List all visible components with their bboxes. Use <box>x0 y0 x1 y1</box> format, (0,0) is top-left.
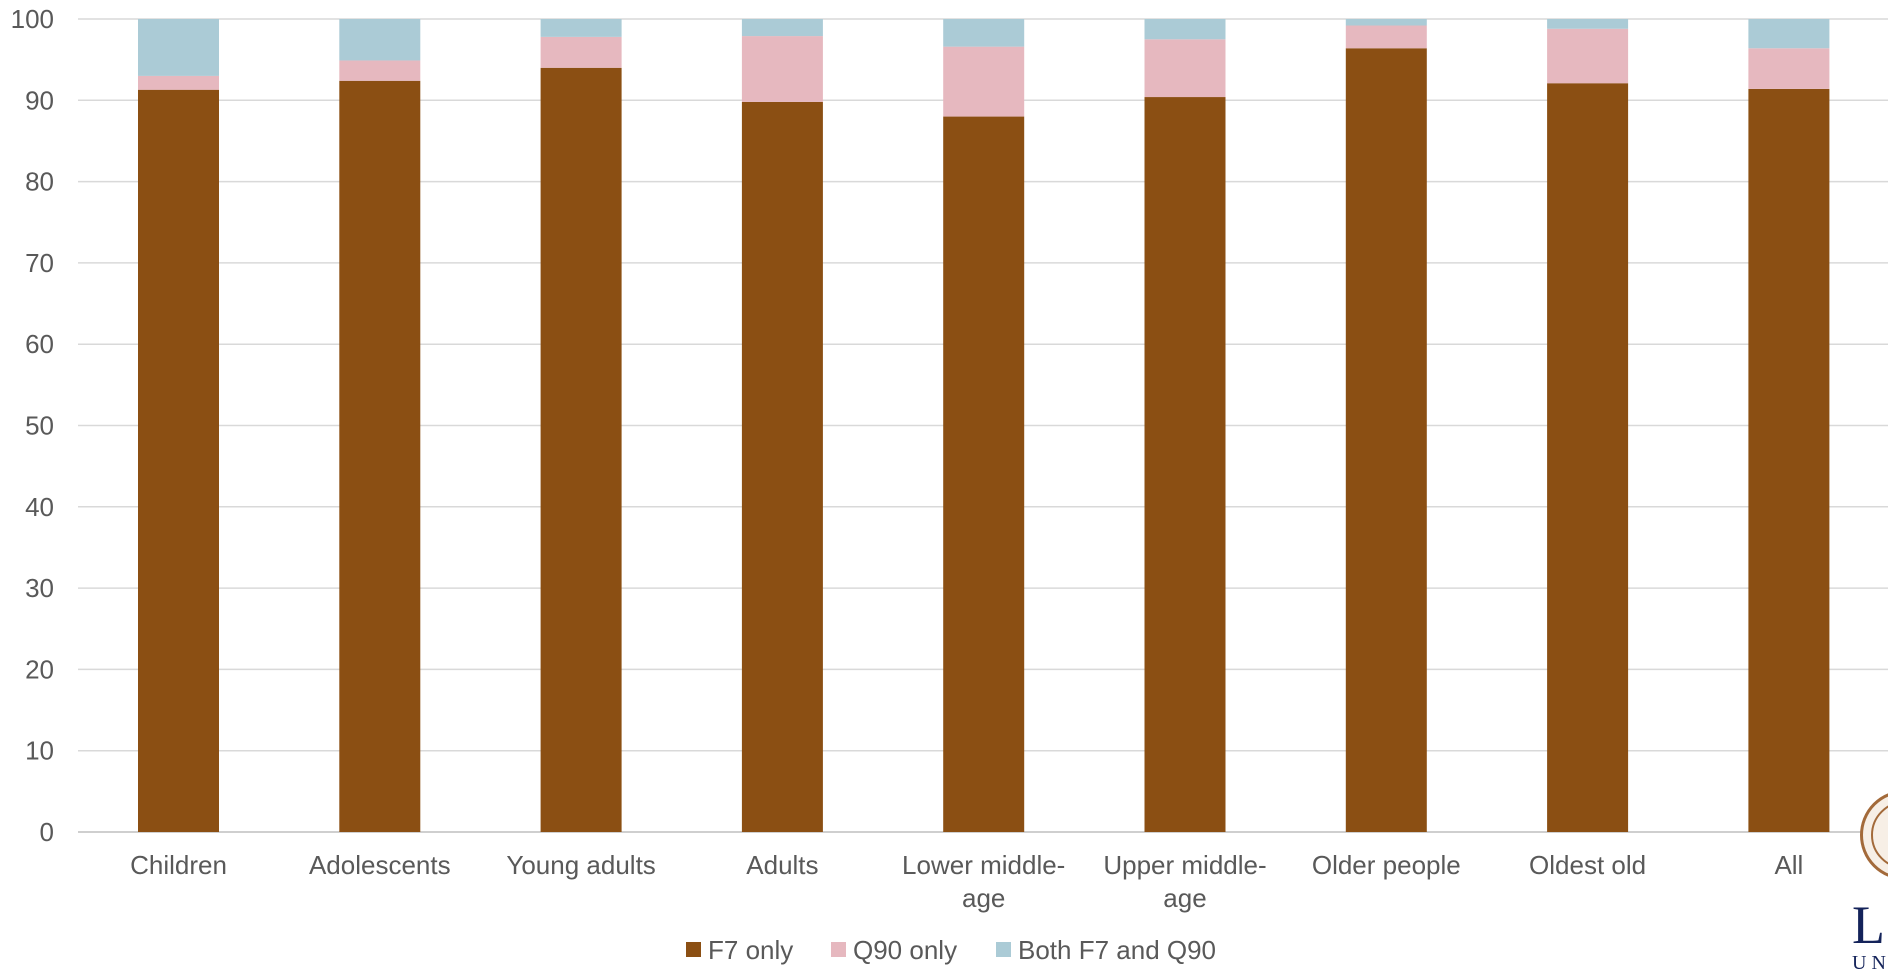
legend: F7 only Q90 only Both F7 and Q90 <box>686 935 1216 965</box>
y-tick-label: 0 <box>40 817 54 847</box>
legend-label: F7 only <box>708 935 793 965</box>
legend-swatch <box>831 942 846 957</box>
x-tick-label: All <box>1774 850 1803 880</box>
y-tick-label: 100 <box>11 4 54 34</box>
university-logo: LUND UNIVERSITY <box>1850 790 1888 971</box>
bar-segment <box>943 116 1025 832</box>
bar-segment <box>1547 28 1629 84</box>
bar-segment <box>138 75 219 90</box>
bar-segment <box>1547 83 1629 833</box>
bar-segment <box>1748 48 1830 89</box>
university-seal-icon <box>1860 790 1888 880</box>
x-tick-label: age <box>1163 883 1206 913</box>
bar-segment <box>1547 19 1629 29</box>
legend-swatch <box>996 942 1011 957</box>
y-tick-label: 70 <box>25 248 54 278</box>
x-tick-label: Young adults <box>506 850 655 880</box>
bar-segment <box>1345 48 1427 832</box>
legend-label: Both F7 and Q90 <box>1018 935 1216 965</box>
x-tick-label: Older people <box>1312 850 1461 880</box>
bar-segment <box>1144 19 1226 40</box>
bar-segment <box>1748 88 1830 833</box>
bar-segment <box>540 67 622 832</box>
bar-segment <box>1345 25 1427 49</box>
x-tick-label: Adults <box>746 850 818 880</box>
y-tick-label: 40 <box>25 492 54 522</box>
x-tick-label: Lower middle- <box>902 850 1065 880</box>
bar-segment <box>138 19 219 76</box>
x-tick-label: Children <box>130 850 227 880</box>
y-tick-label: 80 <box>25 167 54 197</box>
x-tick-label: Oldest old <box>1529 850 1646 880</box>
x-tick-label: age <box>962 883 1005 913</box>
x-tick-label: Adolescents <box>309 850 451 880</box>
bars <box>138 19 1830 833</box>
x-tick-label: Upper middle- <box>1103 850 1266 880</box>
y-axis-ticks: 0 10 20 30 40 50 60 70 80 90 100 <box>11 4 54 847</box>
legend-swatch <box>686 942 701 957</box>
bar-segment <box>943 46 1025 117</box>
bar-segment <box>1144 97 1226 833</box>
bar-segment <box>339 60 421 81</box>
legend-label: Q90 only <box>853 935 957 965</box>
bar-segment <box>1748 19 1830 49</box>
logo-subtitle: UNIVERSITY <box>1852 952 1888 971</box>
bar-segment <box>138 89 219 832</box>
bar-segment <box>540 36 622 68</box>
y-tick-label: 60 <box>25 329 54 359</box>
y-tick-label: 50 <box>25 411 54 441</box>
y-tick-label: 20 <box>25 654 54 684</box>
bar-segment <box>540 19 622 37</box>
bar-segment <box>1345 19 1427 26</box>
bar-segment <box>741 19 823 37</box>
bar-segment <box>339 80 421 832</box>
bar-segment <box>1144 39 1226 98</box>
logo-wordmark: LUND <box>1852 895 1888 955</box>
x-axis-ticks: Children Adolescents Young adults Adults Low… <box>130 850 1803 913</box>
y-tick-label: 90 <box>25 85 54 115</box>
bar-segment <box>741 36 823 102</box>
bar-segment <box>339 19 421 61</box>
y-tick-label: 10 <box>25 736 54 766</box>
bar-segment <box>741 101 823 832</box>
bar-segment <box>943 19 1025 47</box>
y-tick-label: 30 <box>25 573 54 603</box>
